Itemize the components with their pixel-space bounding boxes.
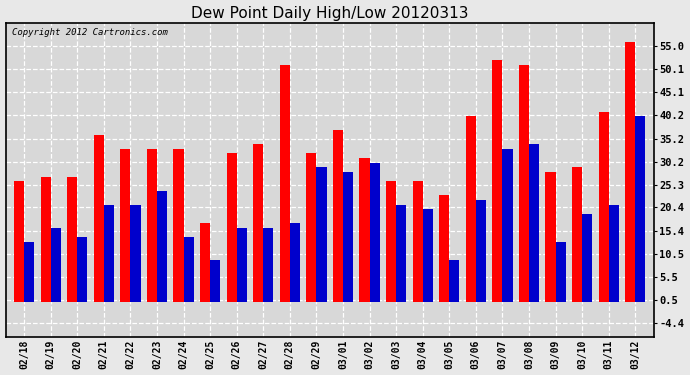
Bar [157,190,167,302]
Bar [24,242,34,302]
Bar [440,195,449,302]
Bar [210,261,220,302]
Bar [253,144,264,302]
Bar [130,205,141,302]
Bar [529,144,539,302]
Bar [572,167,582,302]
Bar [51,228,61,302]
Bar [343,172,353,302]
Text: Copyright 2012 Cartronics.com: Copyright 2012 Cartronics.com [12,28,168,37]
Bar [333,130,343,302]
Bar [370,163,380,302]
Bar [120,149,130,302]
Title: Dew Point Daily High/Low 20120313: Dew Point Daily High/Low 20120313 [191,6,469,21]
Bar [386,182,396,302]
Bar [413,182,423,302]
Bar [519,65,529,302]
Bar [635,116,645,302]
Bar [77,237,88,302]
Bar [599,111,609,302]
Bar [502,149,513,302]
Bar [466,116,476,302]
Bar [184,237,194,302]
Bar [237,228,247,302]
Bar [41,177,51,302]
Bar [582,214,592,302]
Bar [264,228,273,302]
Bar [147,149,157,302]
Bar [317,167,326,302]
Bar [423,209,433,302]
Bar [226,153,237,302]
Bar [94,135,104,302]
Bar [104,205,114,302]
Bar [14,182,24,302]
Bar [493,60,502,302]
Bar [476,200,486,302]
Bar [359,158,370,302]
Bar [449,261,460,302]
Bar [609,205,619,302]
Bar [546,172,555,302]
Bar [67,177,77,302]
Bar [173,149,184,302]
Bar [306,153,317,302]
Bar [555,242,566,302]
Bar [396,205,406,302]
Bar [200,223,210,302]
Bar [279,65,290,302]
Bar [625,42,635,302]
Bar [290,223,300,302]
